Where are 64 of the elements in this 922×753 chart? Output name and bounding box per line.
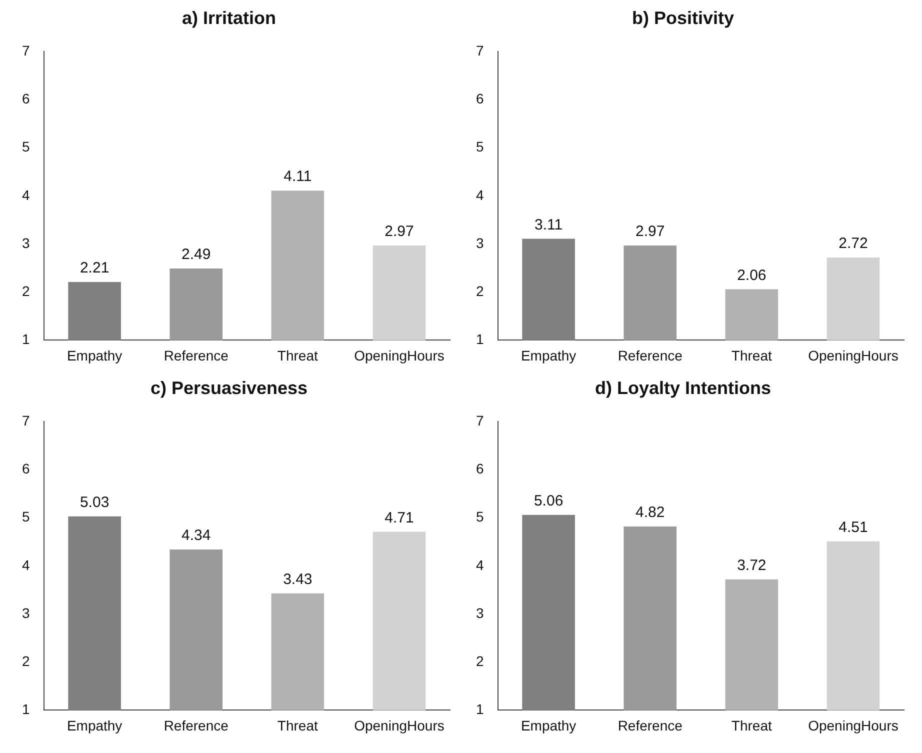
x-tick-label: Empathy xyxy=(66,717,122,734)
data-label: 2.49 xyxy=(182,246,211,264)
data-label: 2.97 xyxy=(636,223,665,240)
chart-title: d) Loyalty Intentions xyxy=(594,378,772,398)
data-label: 4.71 xyxy=(384,509,414,526)
y-tick-label: 6 xyxy=(22,460,30,477)
data-label: 2.72 xyxy=(838,235,868,252)
x-tick-label: Empathy xyxy=(66,347,122,364)
x-tick-label: Reference xyxy=(618,717,683,734)
y-tick-label: 1 xyxy=(22,331,30,348)
y-tick-label: 4 xyxy=(476,186,484,203)
y-tick-label: 4 xyxy=(22,186,30,203)
y-tick-label: 2 xyxy=(476,652,484,669)
x-tick-label: OpeningHours xyxy=(808,347,898,364)
y-tick-label: 3 xyxy=(22,234,30,251)
data-label: 4.82 xyxy=(636,504,665,522)
data-label: 4.34 xyxy=(182,527,211,544)
y-tick-label: 6 xyxy=(22,90,30,107)
y-tick-label: 1 xyxy=(476,331,484,348)
x-tick-label: Threat xyxy=(277,717,318,734)
chart-title: c) Persuasiveness xyxy=(150,378,308,398)
y-tick-label: 7 xyxy=(22,412,30,428)
x-tick-label: Threat xyxy=(731,717,772,734)
y-tick-label: 1 xyxy=(22,701,30,718)
y-tick-label: 6 xyxy=(476,460,484,477)
y-tick-label: 7 xyxy=(22,42,30,58)
y-tick-label: 5 xyxy=(476,508,484,525)
y-tick-label: 4 xyxy=(476,556,484,573)
x-tick-label: Reference xyxy=(618,347,683,364)
y-tick-label: 6 xyxy=(476,90,484,107)
data-label: 5.03 xyxy=(80,494,110,511)
data-label: 2.06 xyxy=(737,266,766,284)
data-label: 4.11 xyxy=(284,168,312,186)
y-tick-label: 7 xyxy=(476,412,484,428)
y-tick-label: 2 xyxy=(22,282,30,299)
data-label: 3.72 xyxy=(737,557,766,574)
x-tick-label: OpeningHours xyxy=(354,347,444,364)
data-label: 3.11 xyxy=(534,216,563,234)
y-tick-label: 5 xyxy=(22,508,30,525)
data-label: 2.97 xyxy=(384,223,414,240)
y-tick-label: 7 xyxy=(476,42,484,58)
x-tick-label: Empathy xyxy=(520,347,576,364)
y-tick-label: 3 xyxy=(476,234,484,251)
y-tick-label: 5 xyxy=(476,138,484,155)
x-tick-label: Empathy xyxy=(520,717,576,734)
x-tick-label: OpeningHours xyxy=(808,717,898,734)
chart-title: a) Irritation xyxy=(182,8,276,28)
x-tick-label: Reference xyxy=(164,717,229,734)
x-tick-label: Threat xyxy=(277,347,318,364)
y-tick-label: 3 xyxy=(476,604,484,621)
y-tick-label: 2 xyxy=(22,652,30,669)
data-label: 3.43 xyxy=(283,570,312,588)
y-tick-label: 3 xyxy=(22,604,30,621)
x-tick-label: Reference xyxy=(164,347,229,364)
x-tick-label: Threat xyxy=(731,347,772,364)
chart-title: b) Positivity xyxy=(632,8,734,28)
data-label: 4.51 xyxy=(838,519,868,536)
data-label: 5.06 xyxy=(534,492,564,510)
y-tick-label: 2 xyxy=(476,282,484,299)
y-tick-label: 1 xyxy=(476,701,484,718)
y-tick-label: 4 xyxy=(22,556,30,573)
x-tick-label: OpeningHours xyxy=(354,717,444,734)
y-tick-label: 5 xyxy=(22,138,30,155)
data-label: 2.21 xyxy=(80,260,110,277)
